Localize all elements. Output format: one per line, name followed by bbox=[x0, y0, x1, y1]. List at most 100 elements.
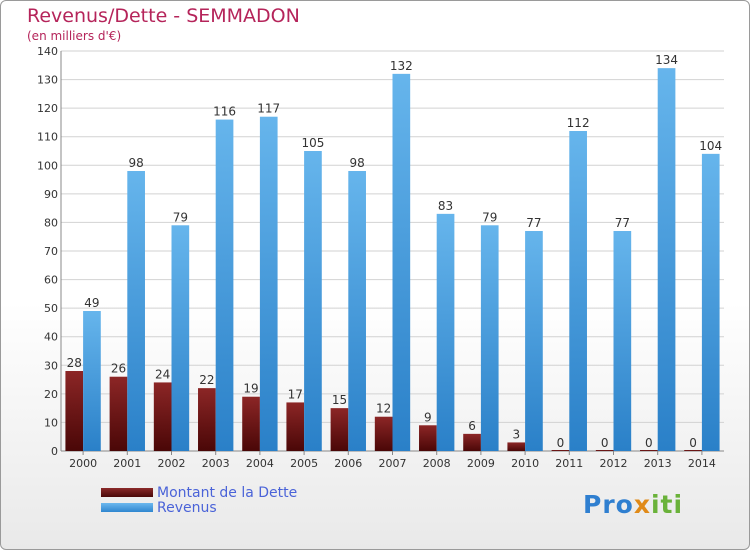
proxiti-logo: Proxiti bbox=[583, 490, 683, 519]
bar-revenus bbox=[215, 119, 234, 452]
data-label-dette: 26 bbox=[111, 362, 126, 376]
legend-label-revenus: Revenus bbox=[157, 499, 217, 516]
bar-dette bbox=[330, 408, 349, 451]
y-tick-label: 60 bbox=[44, 274, 58, 287]
x-tick-label: 2000 bbox=[69, 457, 97, 470]
data-label-dette: 3 bbox=[512, 427, 520, 441]
x-tick-label: 2007 bbox=[379, 457, 407, 470]
y-tick-label: 10 bbox=[44, 416, 58, 429]
y-tick-label: 90 bbox=[44, 188, 58, 201]
x-tick-label: 2014 bbox=[688, 457, 716, 470]
bar-dette bbox=[374, 416, 393, 451]
data-label-revenus: 77 bbox=[526, 216, 541, 230]
data-label-dette: 17 bbox=[288, 387, 303, 401]
data-label-dette: 9 bbox=[424, 410, 432, 424]
bar-revenus bbox=[127, 171, 145, 451]
chart-legend: Montant de la Dette Revenus bbox=[101, 484, 298, 516]
bar-dette bbox=[286, 402, 305, 451]
bar-revenus bbox=[657, 68, 676, 452]
x-tick-label: 2002 bbox=[158, 457, 186, 470]
data-label-dette: 28 bbox=[67, 356, 82, 370]
data-label-revenus: 132 bbox=[390, 59, 413, 73]
bar-revenus bbox=[613, 231, 632, 451]
legend-label-dette: Montant de la Dette bbox=[157, 484, 298, 501]
bar-revenus bbox=[83, 311, 101, 451]
y-tick-label: 30 bbox=[44, 359, 58, 372]
data-label-revenus: 83 bbox=[438, 199, 453, 213]
x-tick-label: 2005 bbox=[290, 457, 318, 470]
chart-title: Revenus/Dette - SEMMADON bbox=[27, 5, 300, 27]
legend-item-dette: Montant de la Dette bbox=[101, 484, 298, 501]
bar-revenus bbox=[259, 116, 278, 451]
bar-dette bbox=[242, 396, 260, 451]
chart-subtitle: (en milliers d'€) bbox=[27, 29, 122, 43]
legend-swatch-revenus bbox=[101, 503, 153, 512]
bar-dette bbox=[595, 450, 614, 451]
data-label-dette: 15 bbox=[332, 393, 347, 407]
bar-revenus bbox=[392, 73, 411, 451]
y-tick-label: 70 bbox=[44, 245, 58, 258]
logo-part-2: x bbox=[633, 490, 651, 519]
y-tick-label: 140 bbox=[37, 45, 58, 58]
y-tick-label: 130 bbox=[37, 74, 58, 87]
data-label-revenus: 117 bbox=[257, 102, 280, 116]
bar-revenus bbox=[304, 151, 322, 451]
y-tick-label: 120 bbox=[37, 102, 58, 115]
bar-dette bbox=[419, 425, 437, 451]
logo-part-1: Pro bbox=[583, 490, 634, 519]
data-label-dette: 0 bbox=[645, 436, 653, 450]
x-tick-label: 2012 bbox=[600, 457, 628, 470]
data-label-revenus: 79 bbox=[173, 210, 188, 224]
data-label-revenus: 79 bbox=[482, 210, 497, 224]
data-label-revenus: 77 bbox=[615, 216, 630, 230]
x-tick-label: 2009 bbox=[467, 457, 495, 470]
legend-item-revenus: Revenus bbox=[101, 499, 297, 516]
x-tick-label: 2004 bbox=[246, 457, 274, 470]
bar-dette bbox=[153, 382, 172, 451]
data-label-revenus: 98 bbox=[128, 156, 143, 170]
data-label-dette: 6 bbox=[468, 419, 476, 433]
x-tick-label: 2001 bbox=[113, 457, 141, 470]
data-label-revenus: 98 bbox=[349, 156, 364, 170]
y-tick-label: 0 bbox=[51, 445, 58, 458]
y-tick-label: 20 bbox=[44, 388, 58, 401]
bar-dette bbox=[507, 442, 526, 451]
data-label-revenus: 105 bbox=[301, 136, 324, 150]
bar-dette bbox=[65, 371, 84, 451]
x-tick-label: 2013 bbox=[644, 457, 672, 470]
x-tick-label: 2010 bbox=[511, 457, 539, 470]
data-label-dette: 0 bbox=[689, 436, 697, 450]
y-tick-label: 110 bbox=[37, 131, 58, 144]
bar-dette bbox=[640, 450, 658, 451]
y-tick-label: 100 bbox=[37, 159, 58, 172]
bar-revenus bbox=[569, 131, 587, 451]
bar-revenus bbox=[348, 171, 366, 451]
x-tick-label: 2011 bbox=[555, 457, 583, 470]
y-tick-label: 40 bbox=[44, 331, 58, 344]
data-label-revenus: 116 bbox=[213, 105, 236, 119]
bar-dette bbox=[463, 433, 481, 451]
bar-dette bbox=[551, 450, 570, 451]
x-tick-label: 2003 bbox=[202, 457, 230, 470]
bar-revenus bbox=[480, 225, 499, 451]
bar-revenus bbox=[701, 153, 720, 451]
logo-part-3: iti bbox=[650, 490, 684, 519]
legend-swatch-dette bbox=[101, 488, 153, 497]
data-label-revenus: 134 bbox=[655, 53, 678, 67]
bar-dette bbox=[109, 376, 128, 451]
x-tick-label: 2006 bbox=[334, 457, 362, 470]
data-label-dette: 0 bbox=[557, 436, 565, 450]
data-label-revenus: 112 bbox=[567, 116, 590, 130]
data-label-revenus: 104 bbox=[699, 139, 722, 153]
bar-dette bbox=[684, 450, 702, 451]
bar-revenus bbox=[525, 231, 543, 451]
x-tick-label: 2008 bbox=[423, 457, 451, 470]
data-label-dette: 24 bbox=[155, 367, 170, 381]
y-tick-label: 50 bbox=[44, 302, 58, 315]
bar-revenus bbox=[436, 213, 455, 451]
data-label-dette: 0 bbox=[601, 436, 609, 450]
data-label-dette: 12 bbox=[376, 402, 391, 416]
bar-revenus bbox=[171, 225, 190, 451]
data-label-revenus: 49 bbox=[84, 296, 99, 310]
